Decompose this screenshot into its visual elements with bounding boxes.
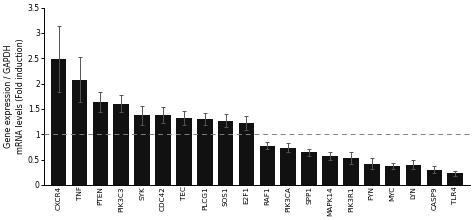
Bar bbox=[364, 163, 380, 185]
Bar bbox=[385, 166, 401, 185]
Y-axis label: Gene expression / GAPDH
mRNA levels (Fold induction): Gene expression / GAPDH mRNA levels (Fol… bbox=[4, 38, 25, 154]
Bar bbox=[427, 170, 442, 185]
Bar bbox=[197, 119, 212, 185]
Bar bbox=[72, 80, 87, 185]
Bar bbox=[239, 123, 255, 185]
Bar bbox=[92, 102, 108, 185]
Bar bbox=[343, 158, 359, 185]
Bar bbox=[134, 116, 150, 185]
Bar bbox=[281, 148, 296, 185]
Bar bbox=[155, 115, 171, 185]
Bar bbox=[113, 104, 129, 185]
Bar bbox=[406, 165, 421, 185]
Bar bbox=[260, 146, 275, 185]
Bar bbox=[51, 59, 66, 185]
Bar bbox=[301, 152, 317, 185]
Bar bbox=[322, 156, 338, 185]
Bar bbox=[447, 173, 463, 185]
Bar bbox=[218, 121, 234, 185]
Bar bbox=[176, 118, 191, 185]
